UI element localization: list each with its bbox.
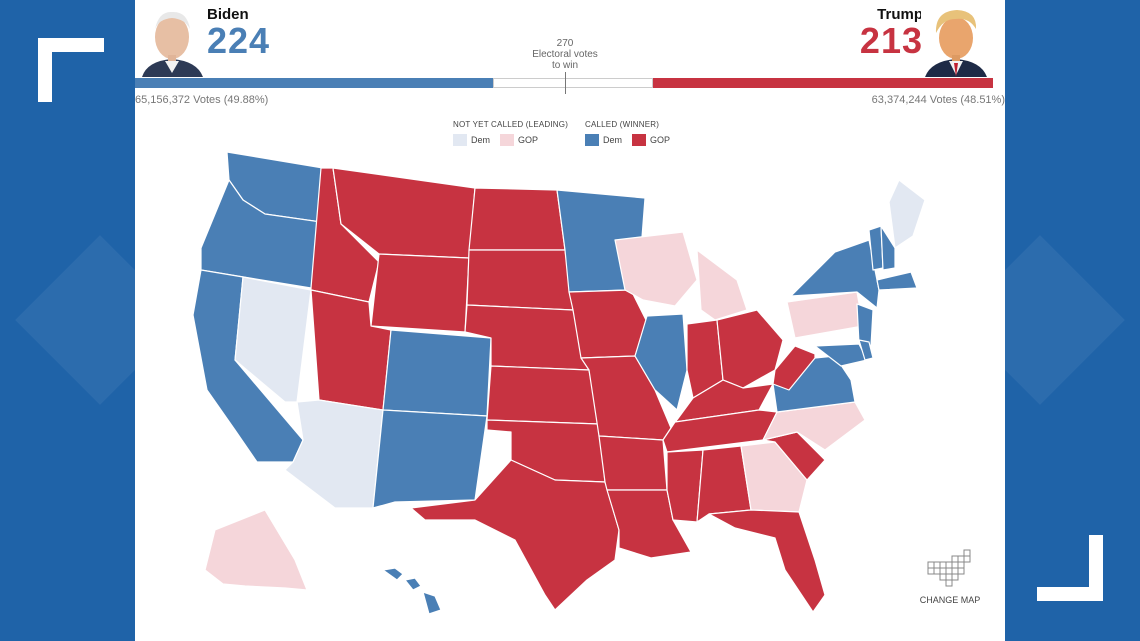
legend-not-called: NOT YET CALLED (LEADING) Dem GOP <box>453 120 568 146</box>
state-wi[interactable] <box>614 231 698 307</box>
state-ms[interactable] <box>666 449 704 523</box>
background-left <box>0 0 135 641</box>
state-ks[interactable] <box>486 365 600 425</box>
results-panel: Biden 224 Trump 213 270 Electoral votes … <box>135 0 1005 641</box>
gop-candidate-name: Trump <box>877 6 923 23</box>
state-wv[interactable] <box>772 345 816 391</box>
dem-popular-votes: 65,156,372 Votes (49.88%) <box>135 94 269 106</box>
state-hi[interactable] <box>382 567 442 615</box>
state-pa[interactable] <box>786 291 864 339</box>
state-nm[interactable] <box>372 409 488 509</box>
legend-swatch-gop-leading <box>500 134 515 146</box>
state-ga[interactable] <box>740 441 808 513</box>
remaining-progress-bar <box>493 78 653 88</box>
state-tx[interactable] <box>410 459 620 611</box>
state-nj[interactable] <box>856 303 874 347</box>
state-ar[interactable] <box>598 435 668 491</box>
legend-swatch-dem-called <box>585 134 599 146</box>
state-ma[interactable] <box>876 271 918 291</box>
threshold-marker <box>565 72 566 94</box>
state-nh[interactable] <box>880 225 896 271</box>
threshold-label: 270 Electoral votes to win <box>505 38 625 71</box>
legend-label-dem: Dem <box>603 135 623 145</box>
trump-avatar <box>921 3 991 77</box>
state-oh[interactable] <box>716 309 784 389</box>
corner-bracket-top-left <box>38 38 104 102</box>
legend-called-title: CALLED (WINNER) <box>585 120 660 129</box>
state-ia[interactable] <box>568 289 648 359</box>
dem-candidate-name: Biden <box>207 6 249 23</box>
change-map-button[interactable]: CHANGE MAP <box>910 548 990 605</box>
state-az[interactable] <box>284 399 384 509</box>
state-fl[interactable] <box>708 509 826 613</box>
legend-swatch-dem-leading <box>453 134 467 146</box>
legend-called: CALLED (WINNER) Dem GOP <box>585 120 680 146</box>
threshold-line1: Electoral votes <box>532 49 598 60</box>
threshold-number: 270 <box>556 38 574 49</box>
gop-popular-votes: 63,374,244 Votes (48.51%) <box>871 94 1005 106</box>
legend-label-gop: GOP <box>650 135 671 145</box>
legend-label-dem: Dem <box>471 135 491 145</box>
biden-avatar <box>137 3 207 77</box>
state-ak[interactable] <box>204 509 308 591</box>
gop-progress-bar <box>653 78 993 88</box>
state-wy[interactable] <box>370 253 470 333</box>
grid-map-icon <box>927 549 971 587</box>
state-sd[interactable] <box>466 249 574 311</box>
state-co[interactable] <box>382 329 492 417</box>
threshold-line2: to win <box>551 60 579 71</box>
background-right <box>1005 0 1140 641</box>
legend-swatch-gop-called <box>632 134 647 146</box>
legend-label-gop: GOP <box>518 135 539 145</box>
state-de[interactable] <box>858 339 874 361</box>
change-map-label: CHANGE MAP <box>919 595 981 605</box>
us-electoral-map <box>192 151 926 615</box>
state-nv[interactable] <box>234 276 312 403</box>
dem-progress-bar <box>135 78 493 88</box>
state-il[interactable] <box>634 313 688 411</box>
state-nd[interactable] <box>468 187 566 251</box>
state-mi[interactable] <box>696 249 748 321</box>
dem-electoral-count: 224 <box>207 20 271 61</box>
legend-not-called-title: NOT YET CALLED (LEADING) <box>453 120 569 129</box>
corner-bracket-bottom-right <box>1037 535 1103 601</box>
state-me[interactable] <box>888 179 926 249</box>
gop-electoral-count: 213 <box>859 20 923 61</box>
